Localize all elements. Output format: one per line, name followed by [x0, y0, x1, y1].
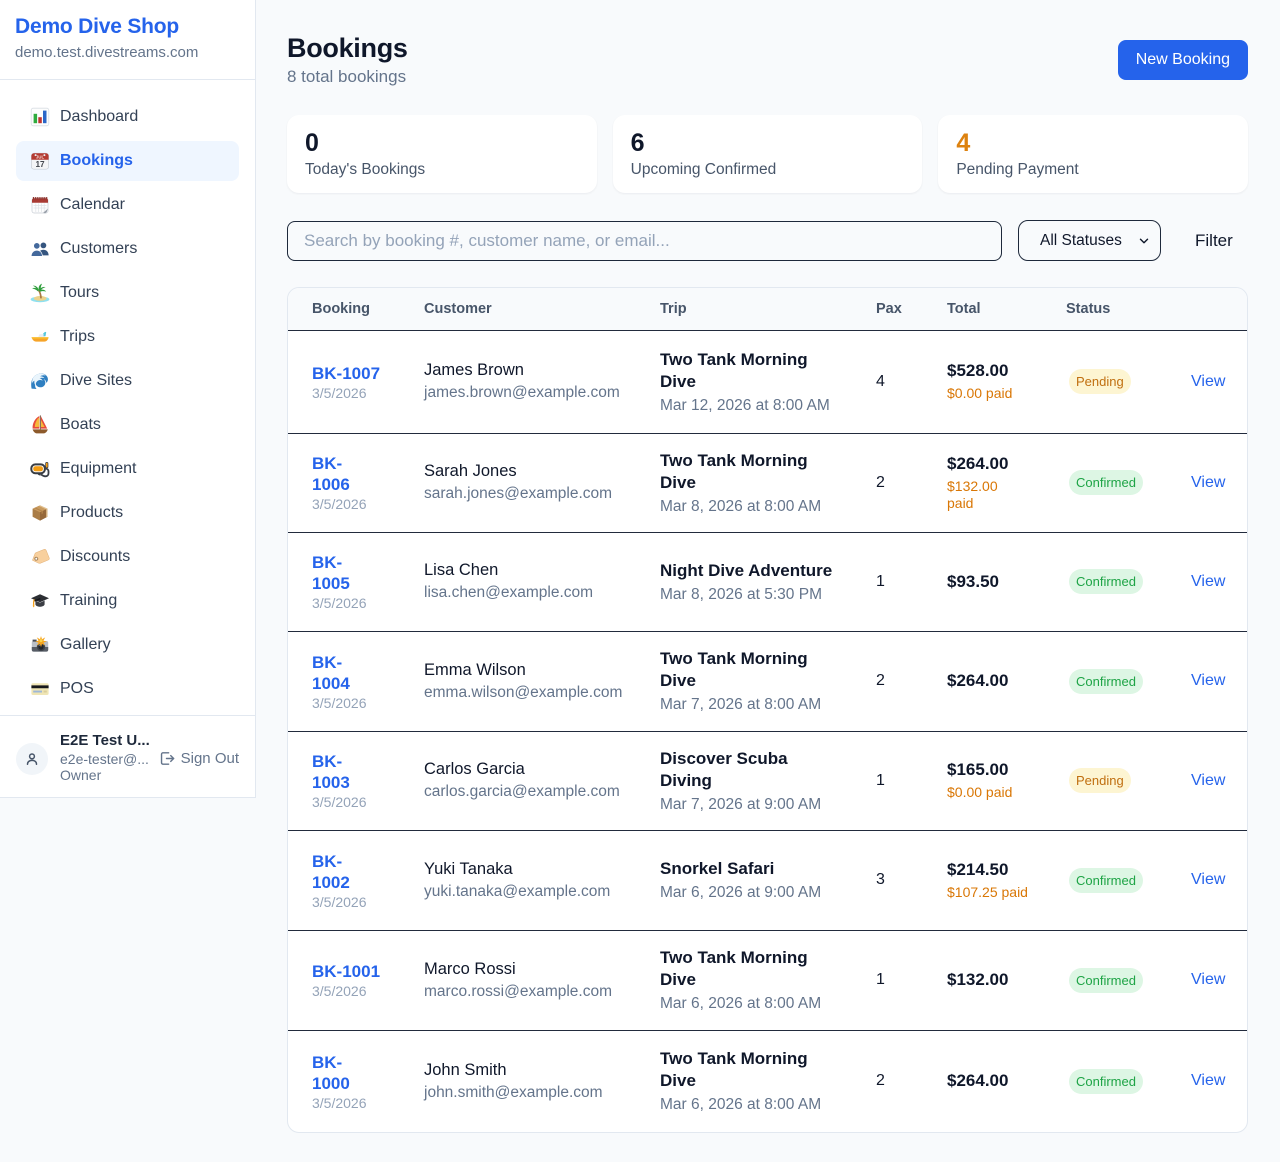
svg-text:JUL: JUL [36, 154, 45, 159]
svg-text:17: 17 [35, 160, 45, 169]
